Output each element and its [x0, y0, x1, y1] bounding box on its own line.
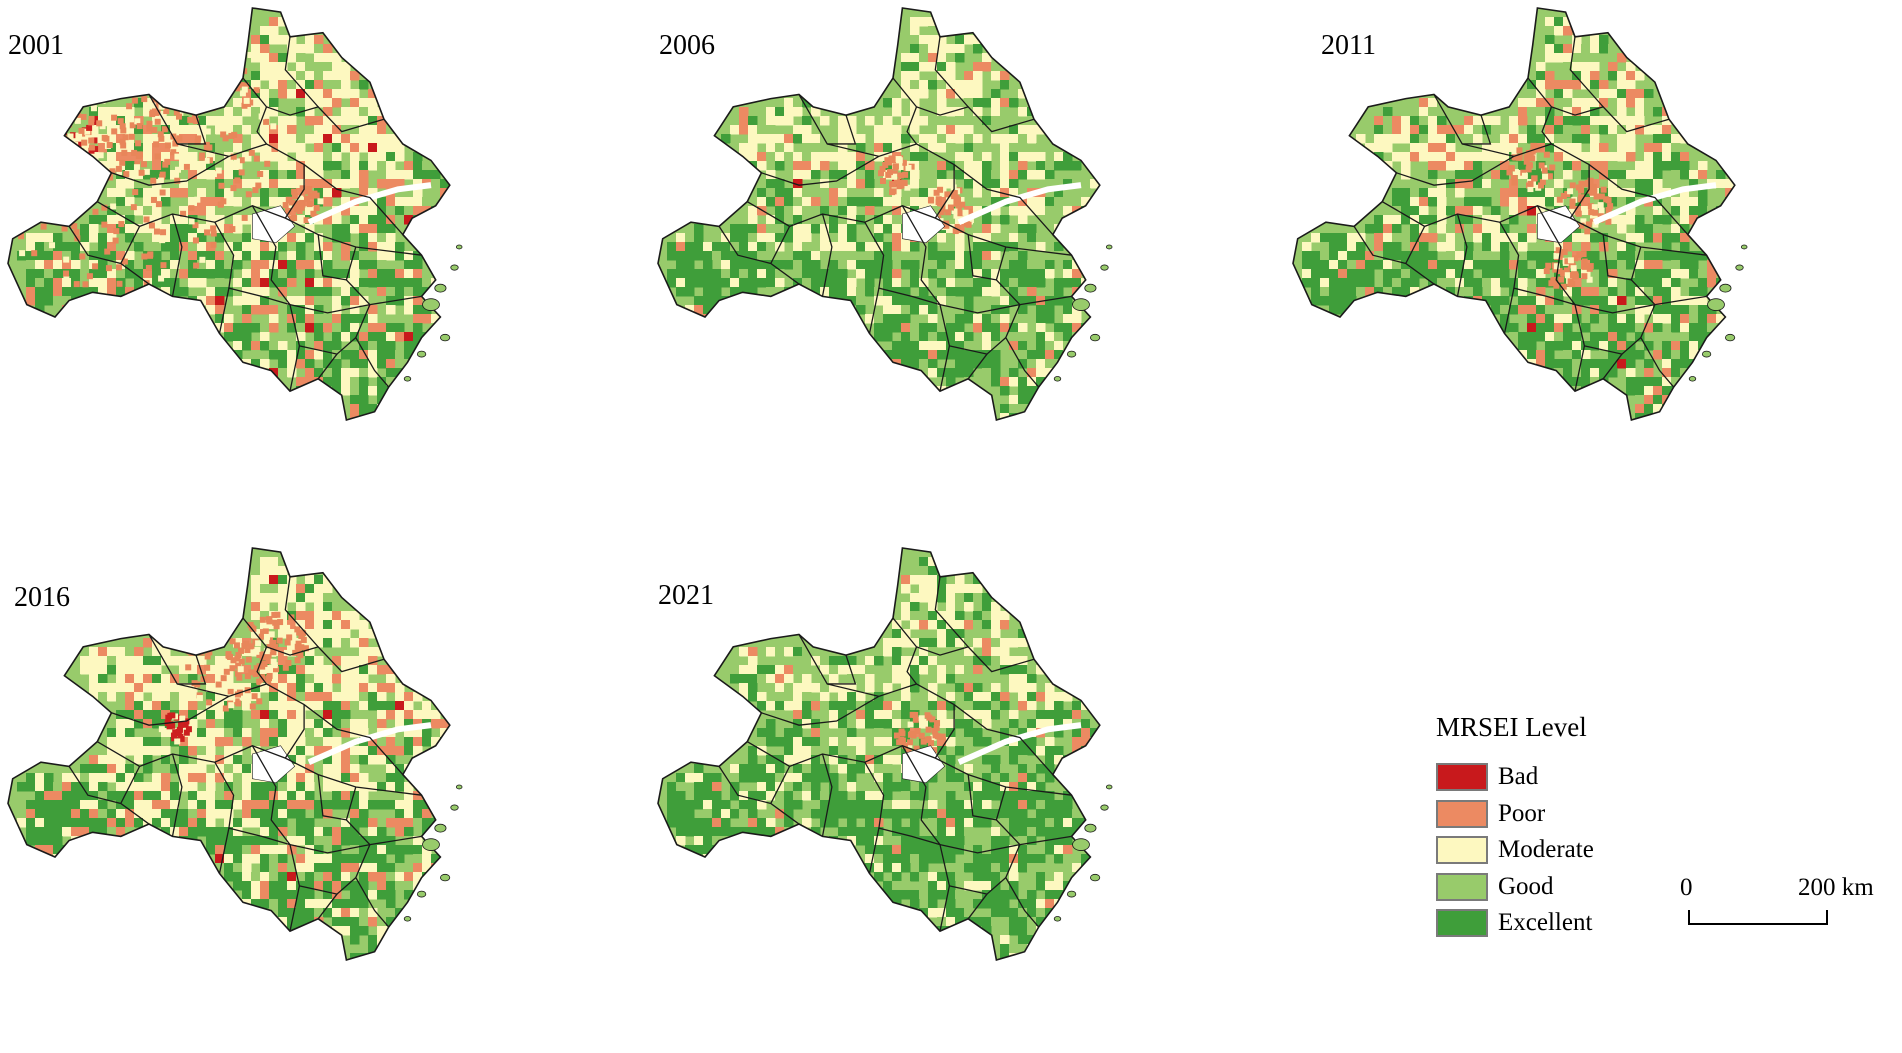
region-map: [1292, 7, 1748, 422]
mrsei-raster: [8, 548, 450, 960]
map-panel-2001: 2001: [0, 0, 640, 520]
region-map: [657, 547, 1113, 962]
panel-year-label: 2021: [658, 580, 714, 611]
map-panel-2006: 2006: [650, 0, 1290, 520]
legend-item-moderate: Moderate: [1436, 832, 1656, 869]
legend-swatch: [1436, 836, 1488, 865]
map-legend: MRSEI Level Bad Poor Moderate Good Excel…: [1436, 712, 1656, 942]
legend-swatch: [1436, 909, 1488, 938]
legend-item-good: Good: [1436, 869, 1656, 906]
panel-year-label: 2011: [1321, 30, 1376, 61]
mrsei-raster: [658, 548, 1100, 960]
legend-label: Excellent: [1498, 909, 1593, 937]
scale-max-label: 200 km: [1798, 874, 1874, 901]
legend-label: Moderate: [1498, 836, 1594, 864]
legend-label: Bad: [1498, 763, 1539, 791]
mrsei-raster: [1293, 8, 1735, 420]
legend-item-excellent: Excellent: [1436, 905, 1656, 942]
legend-label: Good: [1498, 872, 1554, 900]
legend-item-bad: Bad: [1436, 759, 1656, 796]
panel-year-label: 2016: [14, 582, 70, 613]
legend-swatch: [1436, 799, 1488, 828]
scale-bar: 0 200 km: [1676, 868, 1902, 948]
legend-swatch: [1436, 872, 1488, 901]
map-panel-2011: 2011: [1292, 0, 1902, 520]
scale-line: [1688, 910, 1828, 925]
legend-item-poor: Poor: [1436, 796, 1656, 833]
map-panel-2016: 2016: [0, 540, 640, 1053]
legend-title: MRSEI Level: [1436, 712, 1587, 742]
map-panel-2021: 2021: [650, 540, 1290, 1053]
panel-year-label: 2006: [659, 30, 715, 61]
legend-swatch: [1436, 763, 1488, 792]
panel-year-label: 2001: [8, 30, 64, 61]
legend-label: Poor: [1498, 799, 1546, 827]
mrsei-raster: [658, 8, 1100, 420]
region-map: [7, 547, 463, 962]
region-map: [7, 7, 463, 422]
scale-zero-label: 0: [1680, 874, 1693, 901]
region-map: [657, 7, 1113, 422]
